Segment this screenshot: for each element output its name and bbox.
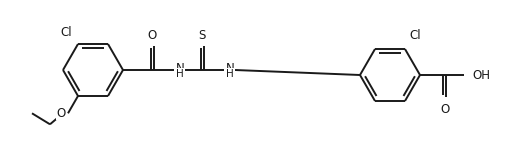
Text: O: O xyxy=(147,29,157,42)
Text: H: H xyxy=(226,69,233,79)
Text: S: S xyxy=(198,29,205,42)
Text: Cl: Cl xyxy=(408,29,420,42)
Text: O: O xyxy=(439,103,449,116)
Text: H: H xyxy=(176,69,183,79)
Text: O: O xyxy=(57,107,66,120)
Text: N: N xyxy=(175,61,184,75)
Text: Cl: Cl xyxy=(60,26,72,39)
Text: N: N xyxy=(225,61,234,75)
Text: OH: OH xyxy=(471,69,489,82)
